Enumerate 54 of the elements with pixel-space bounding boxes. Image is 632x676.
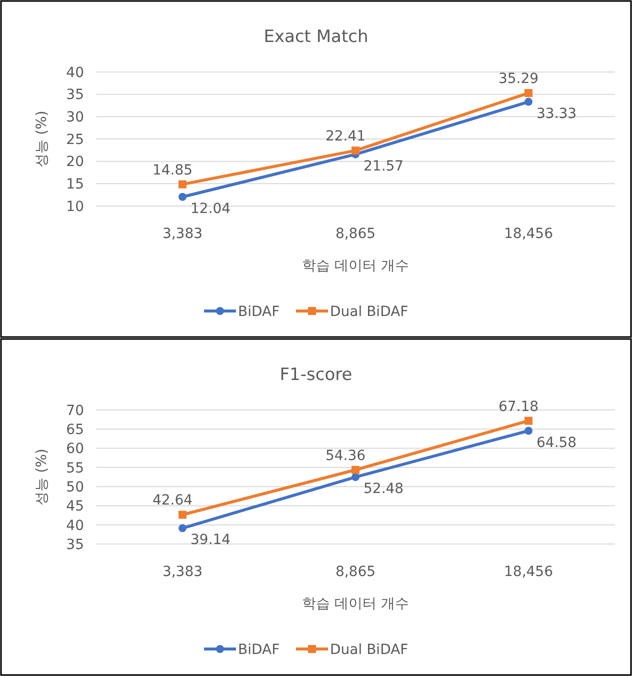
x-tick-label: 8,865	[335, 564, 376, 580]
y-tick-label: 35	[66, 87, 84, 104]
data-label: 21.57	[364, 158, 404, 174]
y-tick-label: 40	[66, 64, 84, 81]
y-tick-label: 25	[66, 132, 84, 148]
x-tick-label: 18,456	[504, 226, 554, 242]
x-tick-label: 3,383	[162, 564, 203, 580]
chart-title: Exact Match	[264, 27, 368, 47]
point	[352, 146, 360, 155]
point	[178, 510, 186, 519]
point	[178, 524, 186, 532]
y-tick-label: 40	[66, 518, 84, 534]
point	[524, 98, 532, 106]
legend-label: BiDAF	[238, 642, 280, 658]
y-tick-label: 50	[66, 479, 84, 496]
x-tick-label: 3,383	[162, 226, 203, 242]
point	[352, 466, 360, 474]
y-tick-label: 20	[66, 154, 84, 170]
y-tick-label: 10	[66, 198, 84, 215]
data-label: 12.04	[190, 200, 231, 217]
y-tick-label: 45	[66, 498, 84, 515]
data-label: 39.14	[190, 532, 231, 548]
y-tick-label: 15	[66, 176, 84, 193]
data-label: 33.33	[536, 106, 577, 122]
y-axis-title: 성능 (%)	[34, 110, 50, 168]
data-label: 35.29	[498, 71, 539, 88]
legend-label: Dual BiDAF	[330, 642, 408, 658]
point	[524, 426, 532, 435]
data-label: 14.85	[152, 162, 193, 178]
y-tick-label: 60	[66, 441, 84, 458]
y-axis-title: 성능 (%)	[34, 448, 50, 506]
data-label: 64.58	[536, 434, 577, 451]
data-label: 22.41	[325, 128, 366, 145]
point	[178, 192, 186, 201]
y-tick-label: 55	[66, 460, 84, 476]
y-tick-label: 65	[66, 422, 84, 438]
point	[352, 473, 360, 482]
data-label: 67.18	[498, 398, 539, 415]
chart-title: F1-score	[280, 365, 352, 385]
point	[524, 89, 532, 98]
legend-label: Dual BiDAF	[330, 304, 408, 320]
data-label: 52.48	[364, 481, 404, 498]
x-axis-title: 학습 데이터 개수	[302, 258, 409, 274]
x-axis-title: 학습 데이터 개수	[302, 596, 409, 612]
y-tick-label: 30	[66, 110, 84, 126]
x-tick-label: 18,456	[504, 564, 554, 580]
y-tick-label: 70	[66, 402, 84, 419]
x-tick-label: 8,865	[335, 226, 376, 242]
legend-label: BiDAF	[238, 304, 280, 320]
point	[524, 416, 532, 425]
y-tick-label: 35	[66, 536, 84, 553]
data-label: 42.64	[152, 492, 193, 509]
data-label: 54.36	[325, 448, 366, 464]
point	[178, 180, 186, 188]
